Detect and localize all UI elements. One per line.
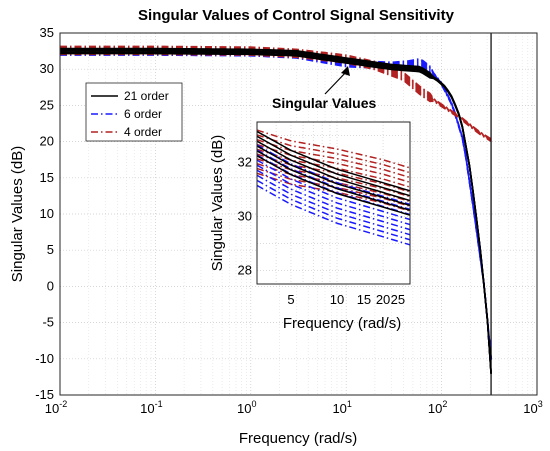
x-tick-label: 101 <box>332 399 351 416</box>
inset-series-line <box>256 135 411 197</box>
inset-series-line <box>256 140 411 202</box>
x-tick-label: 10-2 <box>45 399 67 416</box>
y-tick-label: -5 <box>42 315 54 330</box>
main-series-line <box>60 45 492 140</box>
y-tick-label: 30 <box>40 61 54 76</box>
x-tick-label: 102 <box>428 399 447 416</box>
inset-series-line <box>256 130 411 192</box>
y-tick-label: 0 <box>47 278 54 293</box>
inset-x-axis-label: Frequency (rad/s) <box>283 315 401 332</box>
y-tick-label: 20 <box>40 134 54 149</box>
y-tick-label: 25 <box>40 97 54 112</box>
legend-entry-label: 21 order <box>124 89 169 103</box>
inset-series-line <box>256 129 411 169</box>
main-series-group <box>60 33 492 395</box>
main-series-line <box>60 47 492 373</box>
main-series-line <box>60 51 492 142</box>
main-series-line <box>60 50 492 141</box>
legend-entry-label: 6 order <box>124 107 162 121</box>
inset-series-line <box>256 179 411 241</box>
inset-series-line <box>256 155 411 216</box>
inset-x-tick-label: 20 <box>376 292 390 307</box>
x-tick-label: 103 <box>523 399 542 416</box>
y-tick-label: -10 <box>35 351 54 366</box>
main-series-line <box>60 49 492 141</box>
y-tick-label: -15 <box>35 387 54 402</box>
y-tick-label: 15 <box>40 170 54 185</box>
inset-series-line <box>256 143 411 184</box>
main-series-line <box>60 52 492 142</box>
annotation-singular-values: Singular Values <box>272 95 376 111</box>
x-tick-label: 10-1 <box>140 399 162 416</box>
inset-series-line <box>256 164 411 226</box>
inset-series-line <box>256 184 411 246</box>
inset-series-line <box>256 169 411 231</box>
inset-series-group <box>256 129 411 246</box>
inset-tick-labels: 5 10 15 20 25 28 30 32 <box>238 155 406 308</box>
legend: 21 order 6 order 4 order <box>85 82 183 142</box>
chart-title: Singular Values of Control Signal Sensit… <box>138 7 455 24</box>
inset-y-tick-label: 32 <box>238 155 252 170</box>
annotation-arrowhead <box>341 66 350 76</box>
inset-series-line <box>256 144 411 206</box>
inset-x-tick-label: 15 <box>357 292 371 307</box>
main-tick-labels: 10-2 10-1 100 101 102 103-15-10-5051015202530… <box>35 25 543 416</box>
inset-series-line <box>256 138 411 179</box>
x-tick-label: 100 <box>237 399 256 416</box>
main-series-line <box>60 53 492 143</box>
x-axis-label: Frequency (rad/s) <box>239 430 357 447</box>
inset-series-line <box>256 159 411 221</box>
main-series-line <box>60 52 492 375</box>
inset-y-tick-label: 30 <box>238 209 252 224</box>
main-series-line <box>60 51 492 374</box>
inset-series-line <box>256 174 411 236</box>
inset-x-tick-label: 10 <box>330 292 344 307</box>
main-series-line <box>60 50 492 374</box>
inset-x-tick-label: 25 <box>391 292 405 307</box>
inset-x-tick-label: 5 <box>287 292 294 307</box>
inset-series-line <box>256 134 411 174</box>
inset-series-line <box>256 150 411 212</box>
legend-entry-label: 4 order <box>124 125 162 139</box>
inset-series-line <box>256 149 411 211</box>
inset-series-line <box>256 145 411 207</box>
main-series-line <box>60 46 492 140</box>
y-axis-label: Singular Values (dB) <box>9 146 26 282</box>
inset-y-axis-label: Singular Values (dB) <box>209 135 226 271</box>
y-tick-label: 35 <box>40 25 54 40</box>
main-series-line <box>60 47 492 141</box>
inset-y-tick-label: 28 <box>238 263 252 278</box>
main-series-line <box>60 49 492 373</box>
inset-axes-frame <box>256 121 411 285</box>
y-tick-label: 10 <box>40 206 54 221</box>
y-tick-label: 5 <box>47 242 54 257</box>
main-axes-frame <box>59 32 538 396</box>
